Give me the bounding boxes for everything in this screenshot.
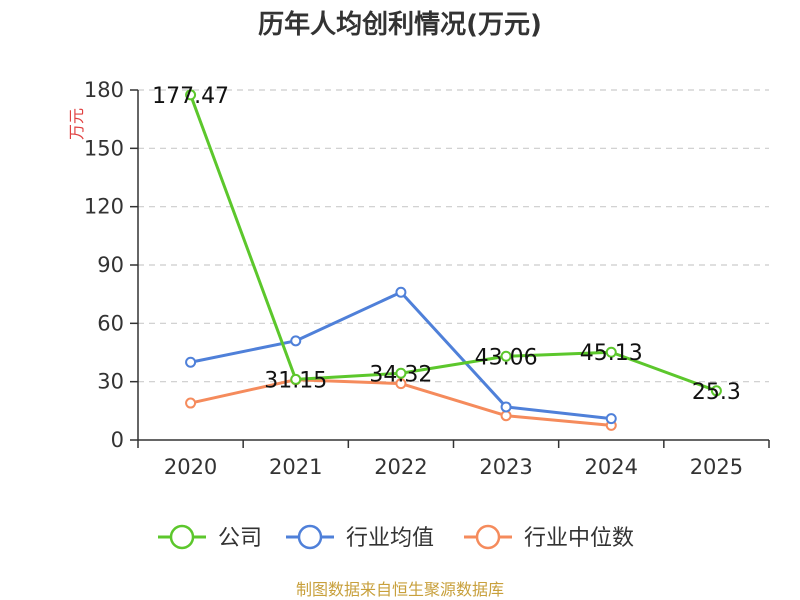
- data-label: 177.47: [152, 84, 229, 109]
- source-note: 制图数据来自恒生聚源数据库: [296, 580, 504, 599]
- data-point: [710, 385, 722, 397]
- y-tick-label: 90: [97, 253, 124, 277]
- legend-label: 行业均值: [346, 526, 434, 551]
- x-tick-label: 2020: [164, 455, 217, 479]
- series-line: [189, 94, 717, 393]
- data-labels: 177.47 31.15 34.32 43.06 45.13 25.3: [152, 84, 741, 405]
- legend-label: 行业中位数: [524, 526, 634, 551]
- y-tick-label: 60: [97, 311, 124, 335]
- data-point: [500, 401, 512, 413]
- data-point: [185, 89, 197, 101]
- legend: 公司 行业均值 行业中位数: [158, 524, 634, 551]
- legend-marker: [297, 524, 323, 550]
- data-point: [605, 413, 617, 425]
- legend-marker: [169, 524, 195, 550]
- y-axis-label: 万元: [67, 108, 86, 140]
- data-label: 45.13: [580, 341, 643, 366]
- grid-lines: [138, 89, 769, 383]
- data-point: [185, 397, 197, 409]
- y-tick-label: 150: [84, 136, 124, 160]
- data-label: 43.06: [475, 345, 538, 370]
- data-point: [605, 346, 617, 358]
- chart-title: 历年人均创利情况(万元): [258, 9, 542, 40]
- data-point: [500, 410, 512, 422]
- x-tick-label: 2023: [479, 455, 532, 479]
- axes: 0 30 60 90 120 150 180 2020 2021 2022 2023 2024 2025: [84, 78, 770, 479]
- y-tick-label: 30: [97, 370, 124, 394]
- data-point: [395, 378, 407, 390]
- series-group: [185, 89, 722, 431]
- data-point: [395, 286, 407, 298]
- legend-label: 公司: [218, 526, 262, 551]
- x-tick-label: 2022: [374, 455, 427, 479]
- data-point: [290, 373, 302, 385]
- data-point: [395, 367, 407, 379]
- data-point: [185, 356, 197, 368]
- y-tick-label: 180: [84, 78, 124, 102]
- y-tick-label: 120: [84, 195, 124, 219]
- x-tick-label: 2024: [585, 455, 638, 479]
- data-point: [500, 350, 512, 362]
- x-tick-label: 2025: [690, 455, 743, 479]
- data-point: [290, 335, 302, 347]
- legend-marker: [475, 524, 501, 550]
- x-tick-label: 2021: [269, 455, 322, 479]
- data-label: 25.3: [692, 380, 741, 405]
- data-label: 34.32: [369, 362, 432, 387]
- data-label: 31.15: [264, 368, 327, 393]
- y-tick-label: 0: [111, 428, 124, 452]
